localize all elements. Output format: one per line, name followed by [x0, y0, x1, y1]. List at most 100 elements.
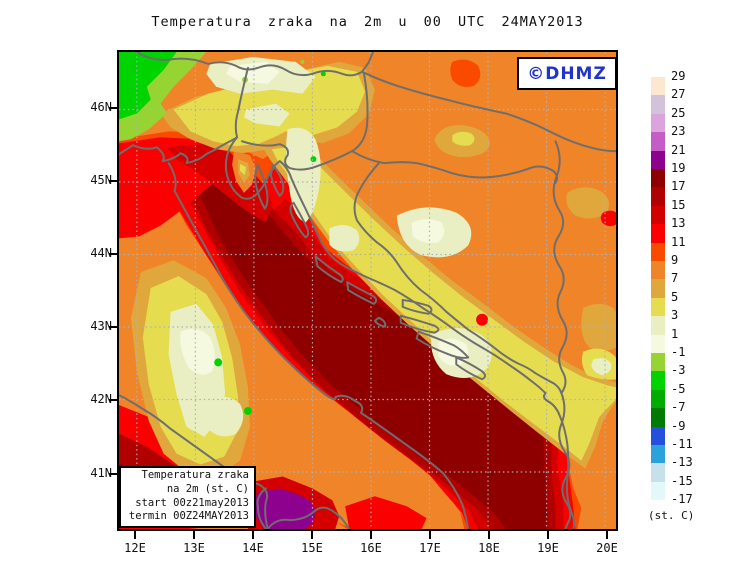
region-top-orangered-blob	[450, 59, 481, 87]
legend-value-29: 29	[671, 69, 686, 83]
island-korcula-peljesac	[415, 330, 470, 359]
lat-tick	[109, 253, 117, 256]
legend-value-21: 21	[671, 142, 686, 157]
legend-value-11: 11	[671, 234, 686, 249]
lat-label-46N: 46N	[90, 100, 112, 114]
region-adriatic-sea-core-17-19	[198, 172, 548, 529]
legend-value--13: -13	[671, 455, 693, 470]
lon-tick	[370, 531, 372, 539]
legend-swatch	[651, 205, 665, 225]
lon-label-17E: 17E	[419, 541, 441, 555]
green-dot-2	[300, 59, 305, 64]
border-slovenia-croatia	[241, 72, 369, 171]
lon-tick	[252, 531, 254, 539]
island-cres	[254, 164, 269, 210]
lon-label-19E: 19E	[537, 541, 559, 555]
legend-swatch	[651, 371, 665, 390]
region-east-goldenrod-2	[581, 303, 616, 351]
green-dot-apennine-1	[214, 358, 223, 367]
dhmz-logo-box: ©DHMZ	[517, 57, 617, 90]
border-austria-exit	[361, 52, 374, 73]
legend-value-23: 23	[671, 124, 686, 139]
island-pag	[289, 201, 310, 239]
region-ne-yellow-spot	[452, 131, 475, 146]
legend-value-5: 5	[671, 289, 679, 304]
coast-italy-lagoon	[119, 136, 239, 165]
green-dot-1	[320, 71, 326, 77]
green-dot-apennine-2	[243, 407, 252, 415]
lon-label-13E: 13E	[183, 541, 205, 555]
legend-swatch	[651, 334, 665, 353]
legend-value--7: -7	[671, 400, 686, 415]
legend-swatch	[651, 261, 665, 280]
island-kornati	[346, 281, 378, 305]
legend-swatch	[651, 279, 665, 298]
region-apennine-pale-2	[204, 396, 244, 437]
legend-swatch	[651, 224, 665, 243]
run-info-box: Temperatura zraka na 2m (st. C) start 00…	[119, 466, 256, 528]
legend-swatch	[651, 426, 665, 445]
legend-swatch	[651, 316, 665, 335]
lon-label-12E: 12E	[124, 541, 146, 555]
island-dugi-otok	[314, 255, 344, 284]
region-slovenia-pale-2	[243, 103, 290, 127]
legend-swatch	[651, 389, 665, 409]
legend-swatch	[651, 463, 665, 482]
lon-tick	[488, 531, 490, 539]
green-dot-velebit	[310, 156, 317, 163]
legend-swatch	[651, 77, 665, 96]
lon-tick	[134, 531, 136, 539]
lon-tick	[311, 531, 313, 539]
lon-label-20E: 20E	[596, 541, 618, 555]
region-mostar-red-spot	[476, 313, 489, 326]
legend-swatch	[651, 353, 665, 372]
legend-swatch	[651, 445, 665, 464]
legend-value--1: -1	[671, 345, 686, 359]
legend-swatch	[651, 408, 665, 427]
temperature-field-map	[119, 52, 616, 529]
region-istria-yellow	[240, 164, 246, 175]
lat-label-42N: 42N	[90, 392, 112, 407]
island-hvar	[399, 314, 440, 334]
legend-swatch	[651, 297, 665, 317]
legend-value-7: 7	[671, 271, 679, 286]
legend-value--9: -9	[671, 418, 686, 433]
region-alps-green-core	[119, 52, 177, 120]
island-mljet	[455, 356, 487, 381]
legend-value--17: -17	[671, 492, 693, 507]
border-croatia-bosnia-sava	[351, 150, 559, 184]
legend-value-27: 27	[671, 87, 686, 102]
map-frame	[117, 50, 618, 531]
legend-swatch	[651, 481, 665, 501]
legend-value--3: -3	[671, 363, 686, 378]
legend-value-17: 17	[671, 179, 686, 194]
legend-swatch	[651, 132, 665, 151]
lon-label-14E: 14E	[242, 541, 264, 555]
legend-value--11: -11	[671, 437, 693, 451]
border-serbia-drina	[552, 140, 568, 395]
dhmz-logo-text: ©DHMZ	[527, 63, 607, 84]
legend-swatch	[651, 150, 665, 169]
legend-swatch	[651, 187, 665, 206]
legend-value-19: 19	[671, 161, 686, 175]
lon-label-16E: 16E	[360, 541, 382, 555]
lat-tick	[109, 180, 117, 183]
coast-italy-south	[266, 506, 351, 529]
border-slovenia-west	[234, 66, 249, 139]
region-dinaric-palest-2	[411, 219, 445, 244]
lon-tick	[547, 531, 549, 539]
region-dinaric-yellow	[271, 146, 616, 461]
info-line-2: na 2m (st. C)	[166, 482, 249, 495]
lat-label-44N: 44N	[90, 246, 112, 261]
lon-tick	[606, 531, 608, 539]
page-title: Temperatura zraka na 2m u 00 UTC 24MAY20…	[151, 14, 584, 30]
legend-swatch	[651, 169, 665, 188]
legend-value-1: 1	[671, 326, 679, 341]
region-montenegro-pale	[591, 358, 612, 376]
lat-tick	[109, 107, 117, 109]
region-apennine-palest	[180, 328, 215, 375]
legend-swatch	[651, 113, 665, 133]
lat-label-41N: 41N	[90, 465, 112, 480]
info-line-4: termin 00Z24MAY2013	[128, 510, 249, 523]
